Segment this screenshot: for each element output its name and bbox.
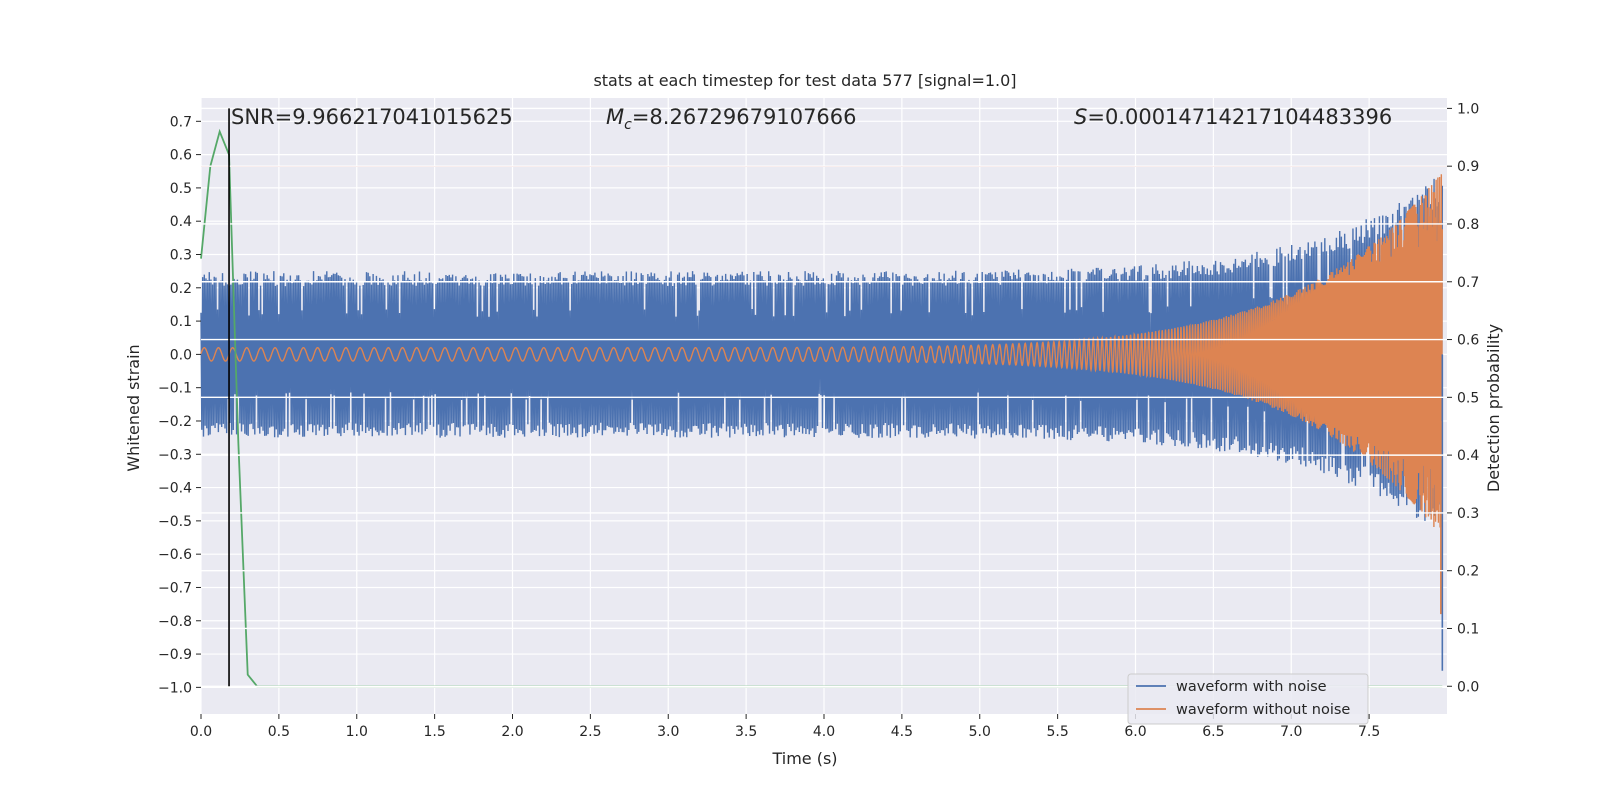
x-tick-label: 3.5 (735, 724, 757, 740)
s-value: =0.00014714217104483396 (1087, 105, 1392, 129)
y2-tick-label: 0.2 (1457, 564, 1479, 580)
y-tick-label: −0.1 (158, 381, 192, 397)
legend-label-noise: waveform with noise (1176, 679, 1327, 695)
x-tick-label: 1.0 (346, 724, 368, 740)
y-tick-label: 0.2 (170, 281, 192, 297)
y-tick-label: 0.4 (170, 214, 192, 230)
mc-symbol: M (606, 105, 624, 129)
legend: waveform with noise waveform without noi… (1127, 673, 1369, 725)
x-tick-label: 6.0 (1124, 724, 1146, 740)
y-tick-label: −0.5 (158, 514, 192, 530)
x-tick-label: 0.0 (190, 724, 212, 740)
chart-title: stats at each timestep for test data 577… (593, 71, 1016, 90)
y2-tick-label: 0.4 (1457, 448, 1479, 464)
y2-tick-label: 0.1 (1457, 621, 1479, 637)
y-tick-label: 0.1 (170, 314, 192, 330)
x-tick-label: 4.5 (891, 724, 913, 740)
legend-label-clean: waveform without noise (1176, 702, 1350, 718)
y-tick-label: 0.5 (170, 181, 192, 197)
x-tick-label: 7.5 (1358, 724, 1380, 740)
x-tick-label: 4.0 (813, 724, 835, 740)
y-tick-label: 0.3 (170, 247, 192, 263)
y-axis-label: Whitened strain (124, 344, 143, 471)
y-tick-label: −0.8 (158, 614, 192, 630)
y-tick-label: 0.6 (170, 148, 192, 164)
snr-annotation: SNR=9.966217041015625 (231, 105, 513, 129)
x-tick-label: 1.5 (423, 724, 445, 740)
series-waveform-with-noise (200, 178, 1444, 521)
x-tick-label: 2.5 (579, 724, 601, 740)
y2-tick-label: 0.7 (1457, 275, 1479, 291)
y2-tick-label: 0.5 (1457, 390, 1479, 406)
x-tick-label: 5.0 (969, 724, 991, 740)
x-tick-label: 5.5 (1046, 724, 1068, 740)
y2-tick-label: 0.3 (1457, 506, 1479, 522)
y-tick-label: −0.2 (158, 414, 192, 430)
s-symbol: S (1074, 105, 1087, 129)
x-axis-label: Time (s) (771, 749, 837, 768)
y-tick-label: 0.0 (170, 347, 192, 363)
y-tick-label: −0.6 (158, 547, 192, 563)
y-tick-label: −0.4 (158, 481, 192, 497)
y2-tick-label: 0.6 (1457, 333, 1479, 349)
y-tick-label: 0.7 (170, 114, 192, 130)
x-tick-label: 3.0 (657, 724, 679, 740)
y2-axis-label: Detection probability (1484, 324, 1503, 492)
y2-tick-label: 0.8 (1457, 217, 1479, 233)
y-tick-label: −0.9 (158, 647, 192, 663)
mc-value: =8.26729679107666 (632, 105, 857, 129)
y-tick-label: −1.0 (158, 680, 192, 696)
x-tick-label: 6.5 (1202, 724, 1224, 740)
x-tick-label: 2.0 (501, 724, 523, 740)
y-tick-label: −0.7 (158, 580, 192, 596)
y-tick-label: −0.3 (158, 447, 192, 463)
x-tick-label: 0.5 (268, 724, 290, 740)
s-annotation: S=0.00014714217104483396 (1074, 105, 1392, 129)
mc-annotation: Mc=8.26729679107666 (606, 105, 857, 133)
y2-tick-label: 0.0 (1457, 679, 1479, 695)
x-tick-label: 7.0 (1280, 724, 1302, 740)
legend-box (1127, 673, 1369, 725)
y2-tick-label: 0.9 (1457, 159, 1479, 175)
y2-tick-label: 1.0 (1457, 101, 1479, 117)
series-waveform-without-noise (200, 174, 1444, 528)
mc-subscript: c (624, 117, 632, 133)
